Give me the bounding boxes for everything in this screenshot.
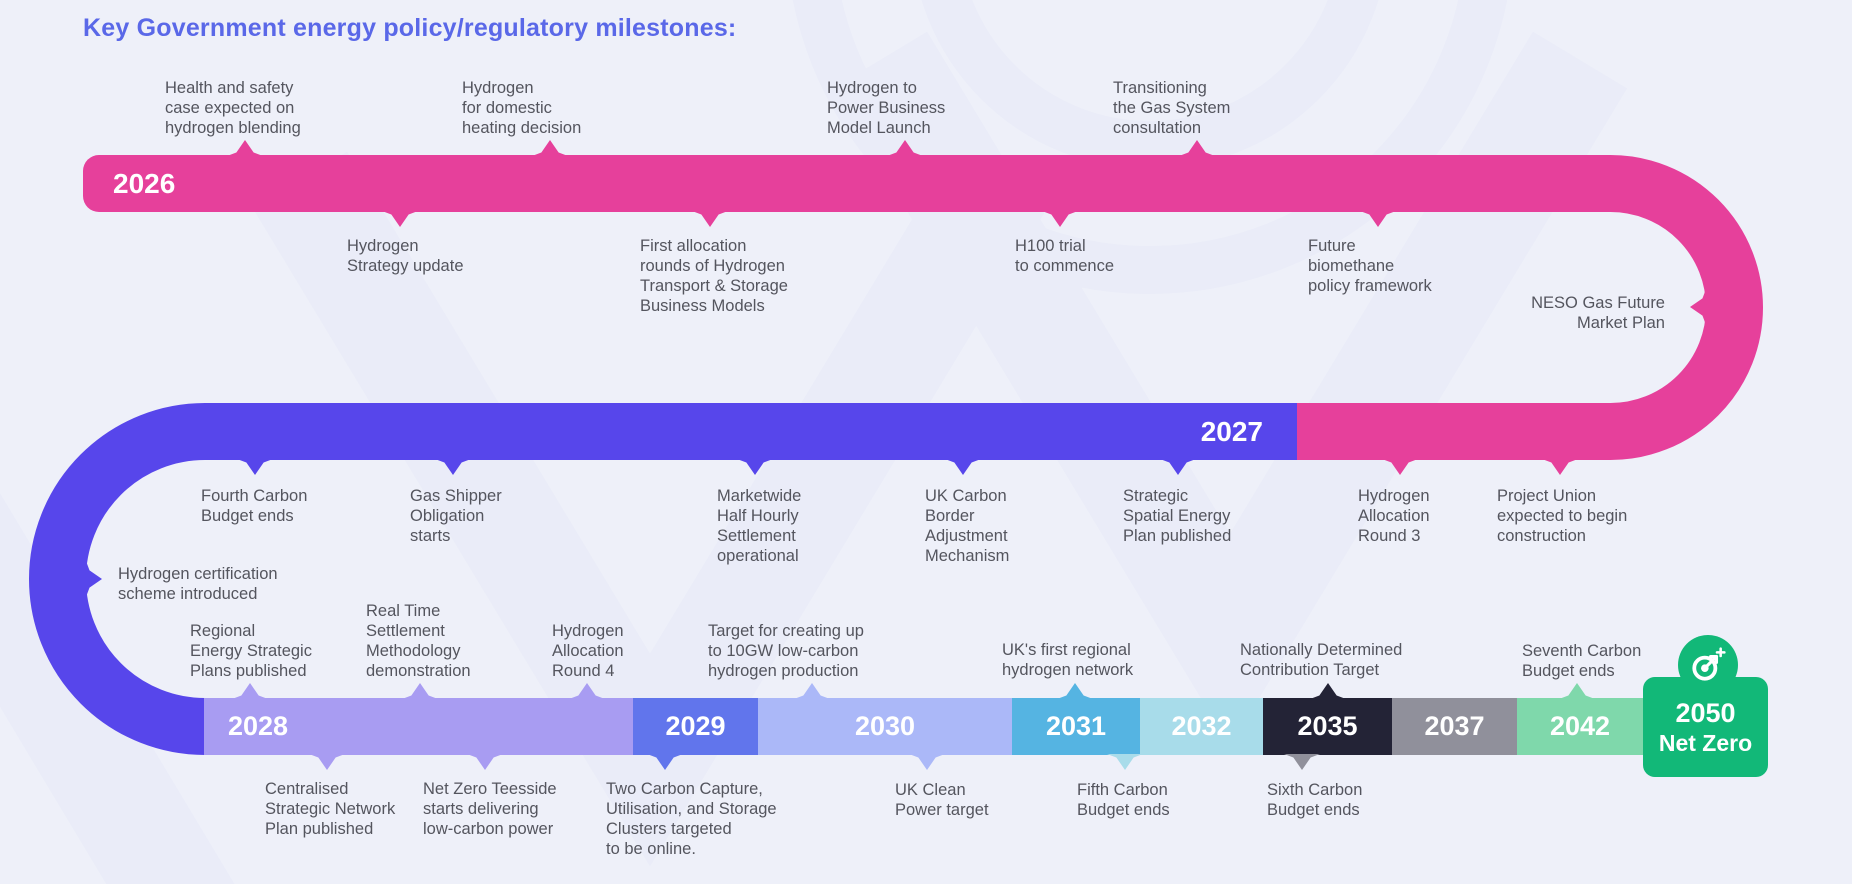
milestone-label-future-biomethane: Future biomethane policy framework [1308,237,1432,295]
target-arrow-icon [1692,647,1726,681]
milestone-label-sixth-carbon: Sixth Carbon Budget ends [1267,781,1363,819]
milestone-label-h100: H100 trial to commence [1015,237,1115,275]
milestone-label-health-safety: Health and safety case expected on hydro… [165,79,301,137]
milestone-label-uk-first-regional: UK's first regional hydrogen network [1002,641,1134,679]
milestone-label-gas-shipper: Gas Shipper Obligation starts [410,487,502,545]
milestone-label-uk-clean-power: UK Clean Power target [895,781,989,819]
year-label-2028: 2028 [228,711,289,741]
year-label-2030: 2030 [854,711,916,741]
milestone-label-first-allocation: First allocation rounds of Hydrogen Tran… [640,237,788,315]
milestone-label-fifth-carbon: Fifth Carbon Budget ends [1077,781,1170,819]
year-label-2032: 2032 [1171,711,1232,741]
milestone-label-neso: NESO Gas Future Market Plan [1531,294,1665,332]
year-label-2026: 2026 [113,168,176,199]
milestone-label-hydrogen-domestic: Hydrogen for domestic heating decision [462,79,582,137]
timeline-segment-2042: 2042 [1517,698,1643,755]
timeline-segment-2035: 2035 [1263,698,1392,755]
milestone-label-hydrogen-strategy: Hydrogen Strategy update [347,237,464,275]
milestone-label-target-10gw: Target for creating up to 10GW low-carbo… [708,622,864,680]
milestone-label-net-zero-teesside: Net Zero Teesside starts delivering low-… [423,780,557,838]
milestone-label-centralised: Centralised Strategic Network Plan publi… [265,780,396,838]
milestone-label-strategic-spatial: Strategic Spatial Energy Plan published [1123,487,1232,545]
milestone-label-hydrogen-power: Hydrogen to Power Business Model Launch [827,79,946,137]
milestone-label-hydrogen-cert: Hydrogen certification scheme introduced [118,565,278,603]
milestone-label-marketwide: Marketwide Half Hourly Settlement operat… [717,487,802,565]
milestone-label-fourth-carbon: Fourth Carbon Budget ends [201,487,308,525]
year-label-2035: 2035 [1297,711,1358,741]
net-zero-icon-circle [1678,635,1738,695]
timeline-segment-2030: 2030 [758,698,1012,755]
milestone-label-project-union: Project Union expected to begin construc… [1497,487,1628,545]
milestone-label-real-time: Real Time Settlement Methodology demonst… [366,602,471,680]
net-zero-badge: 2050 Net Zero [1643,677,1768,777]
milestone-label-transitioning-gas: Transitioning the Gas System consultatio… [1113,79,1231,137]
timeline-segment-2029: 2029 [633,698,758,755]
year-label-2031: 2031 [1045,711,1107,741]
timeline-segment-2031: 2031 [1012,698,1140,755]
timeline-segment-2037: 2037 [1392,698,1517,755]
milestone-label-ndc: Nationally Determined Contribution Targe… [1240,641,1403,679]
timeline-band-2027: 2027 [204,403,1297,460]
milestone-label-har4: Hydrogen Allocation Round 4 [552,622,624,680]
year-label-2042: 2042 [1549,711,1611,741]
timeline-band-bottom: 2028 2029 2030 2031 2032 2035 2037 2042 [204,698,1643,755]
net-zero-label: Net Zero [1658,730,1753,756]
milestone-label-har3: Hydrogen Allocation Round 3 [1358,487,1430,545]
milestone-label-seventh-carbon: Seventh Carbon Budget ends [1522,642,1642,680]
timeline-band-2027-pink-tail [1297,403,1611,460]
year-label-2029: 2029 [665,711,726,741]
page-title: Key Government energy policy/regulatory … [83,14,737,42]
timeline-band-2026: 2026 [83,155,1611,212]
milestone-label-uk-cbam: UK Carbon Border Adjustment Mechanism [925,487,1010,565]
milestone-label-two-ccus: Two Carbon Capture, Utilisation, and Sto… [606,780,777,858]
milestone-label-regional-energy: Regional Energy Strategic Plans publishe… [190,622,312,680]
year-label-2050: 2050 [1675,698,1736,728]
timeline-segment-2028: 2028 [204,698,633,755]
year-label-2037: 2037 [1424,711,1485,741]
timeline-segment-2032: 2032 [1140,698,1263,755]
year-label-2027: 2027 [1200,416,1263,447]
